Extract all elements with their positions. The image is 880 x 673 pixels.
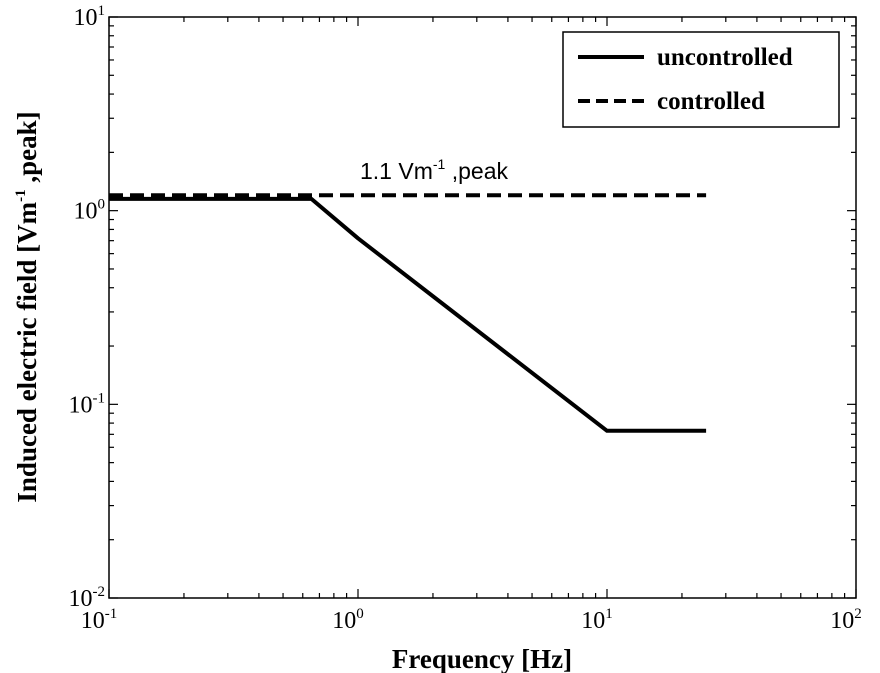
y-axis-title: Induced electric field [Vm-1 ,peak] — [12, 111, 42, 502]
annotation-label: 1.1 Vm-1 ,peak — [360, 156, 508, 184]
x-tick-base: 10 — [81, 608, 105, 634]
y-tick-base: 10 — [69, 392, 93, 418]
legend: uncontrolled controlled — [562, 31, 840, 128]
x-tick-exp: 2 — [854, 606, 862, 622]
legend-box — [562, 31, 840, 128]
y-tick-base: 10 — [74, 5, 98, 31]
x-tick-label: 10-1 — [81, 606, 118, 634]
legend-label-uncontrolled: uncontrolled — [657, 44, 793, 71]
series-layer — [109, 193, 707, 433]
y-tick-exp: -1 — [93, 390, 106, 406]
legend-label-controlled: controlled — [657, 88, 765, 115]
y-axis-title-main: Induced electric field [Vm — [12, 201, 42, 502]
y-tick-label: 100 — [74, 197, 106, 225]
y-tick-label: 10-2 — [69, 584, 106, 612]
y-tick-base: 10 — [69, 586, 93, 612]
x-axis-title: Frequency [Hz] — [392, 644, 572, 673]
x-tick-exp: 1 — [605, 606, 613, 622]
axis-ticks — [108, 16, 857, 599]
y-tick-exp: 0 — [98, 197, 106, 213]
y-tick-label: 10-1 — [69, 390, 106, 418]
y-tick-exp: -2 — [93, 584, 106, 600]
x-tick-exp: -1 — [105, 606, 118, 622]
x-tick-exp: 0 — [356, 606, 364, 622]
x-tick-label: 102 — [830, 606, 862, 634]
series-line-uncontrolled — [109, 196, 707, 433]
y-axis-title-sup: -1 — [13, 189, 29, 202]
x-tick-label: 100 — [332, 606, 364, 634]
x-tick-base: 10 — [332, 608, 356, 634]
y-tick-exp: 1 — [98, 3, 106, 19]
annotation-sup: -1 — [433, 156, 446, 172]
y-tick-label: 101 — [74, 3, 106, 31]
x-tick-base: 10 — [581, 608, 605, 634]
x-tick-label: 101 — [581, 606, 613, 634]
annotation-text: 1.1 Vm — [360, 158, 433, 184]
y-axis-title-post: ,peak] — [12, 111, 42, 189]
x-tick-base: 10 — [830, 608, 854, 634]
y-tick-base: 10 — [74, 199, 98, 225]
annotation-post: ,peak — [445, 158, 508, 184]
